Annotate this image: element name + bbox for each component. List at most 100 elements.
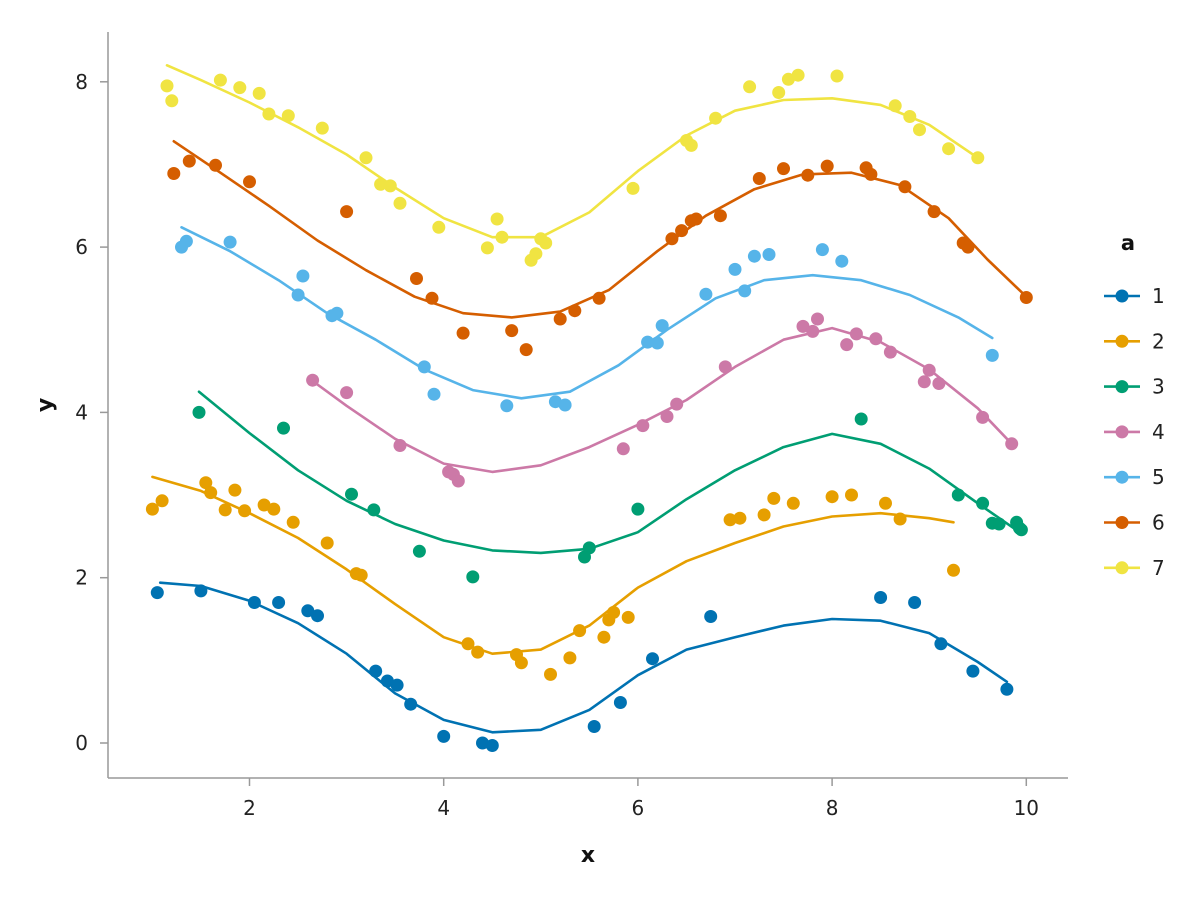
y-ticks: 0 2 4 6 8 [75,70,108,755]
series-7-point [888,99,902,113]
series-2-point [155,494,169,508]
legend-label: 5 [1152,465,1165,489]
series-7-point [830,69,844,83]
data-points [145,68,1033,752]
series-7-point [160,79,174,93]
legend-item-7: 7 [1104,556,1165,580]
series-1-curve [158,581,1009,734]
series-7-point [791,68,805,82]
series-5-point [296,269,310,283]
series-7-point [684,138,698,152]
series-7-point [743,80,757,94]
series-5-point [500,399,514,413]
series-6-point [167,167,181,180]
series-6-point [505,324,519,338]
series-7-point [781,72,795,86]
series-7-point [383,179,397,193]
series-6-point [864,167,878,181]
series-7-point [432,220,446,234]
series-3-point [631,502,645,516]
series-2-point [733,511,747,525]
x-axis-title: x [581,843,595,868]
series-6-point [675,224,689,238]
y-tick-label: 8 [75,70,88,94]
series-4-point [1005,437,1019,451]
series-2-point [320,536,334,550]
series-6-point [898,180,912,194]
series-7-point [233,81,247,95]
series-7-point [393,196,407,210]
series-2-point [238,504,252,518]
series-3-point [345,487,358,501]
series-4-point [922,363,936,377]
series-1-point [1000,682,1014,696]
series-5-point [762,248,776,261]
series-4-point [451,474,465,488]
series-2-curve [151,475,955,655]
series-4-point [306,373,320,387]
series-2-point [145,502,159,516]
series-2-point [461,637,475,651]
series-5-point [747,249,761,263]
series-7-point [374,177,388,191]
legend-swatch-dot [1115,289,1129,303]
x-tick-label: 10 [1014,796,1039,820]
series-1-point [390,678,404,692]
series-2-point [621,610,635,624]
series-1-point [874,591,888,604]
y-axis-title: y [33,398,58,412]
legend-swatch-dot [1115,516,1129,529]
series-1-point [476,736,489,750]
series-4-point [932,377,946,390]
series-1-point [247,596,261,609]
series-6-point [801,168,815,182]
series-5-curve [180,226,994,400]
series-5-point [738,284,752,298]
y-tick-label: 6 [75,235,88,259]
series-4-point [811,312,824,326]
series-1-point [194,584,208,598]
series-7-point [359,151,373,165]
series-1-point [150,586,164,600]
series-6-point [243,175,256,189]
trend-curves [151,64,1028,734]
series-5-point [699,287,713,301]
series-6-point [689,212,703,226]
series-7-point [252,86,266,100]
series-6-point [519,343,533,357]
series-4-point [718,360,732,374]
series-3-point [1014,523,1028,537]
legend-swatch-dot [1115,380,1129,394]
series-7-point [709,111,723,125]
series-7-point [495,230,509,244]
series-4-point [917,375,931,389]
y-tick-label: 2 [75,566,88,590]
series-6-point [209,158,222,172]
legend-item-5: 5 [1104,465,1165,489]
series-2-point [228,483,242,497]
series-6-point [713,209,727,223]
series-1-point [437,729,451,743]
series-7-point [165,94,179,108]
series-4-point [869,332,883,346]
axes [107,32,1068,779]
series-2-point [893,512,907,526]
y-tick-label: 0 [75,731,88,755]
series-6-point [665,232,679,246]
series-2-point [218,503,232,517]
series-1-point [646,652,659,666]
legend-title: a [1121,231,1135,255]
legend-swatch-dot [1115,561,1129,575]
legend-item-2: 2 [1104,329,1165,353]
series-6-point [340,205,354,219]
series-1-point [587,720,601,733]
series-3-point [582,541,596,555]
y-tick-label: 4 [75,400,88,424]
legend-label: 7 [1152,556,1165,580]
series-7-curve [165,64,980,239]
legend-label: 4 [1152,420,1165,444]
series-1-point [369,664,383,678]
series-2-point [267,502,281,516]
series-7-point [772,86,786,99]
